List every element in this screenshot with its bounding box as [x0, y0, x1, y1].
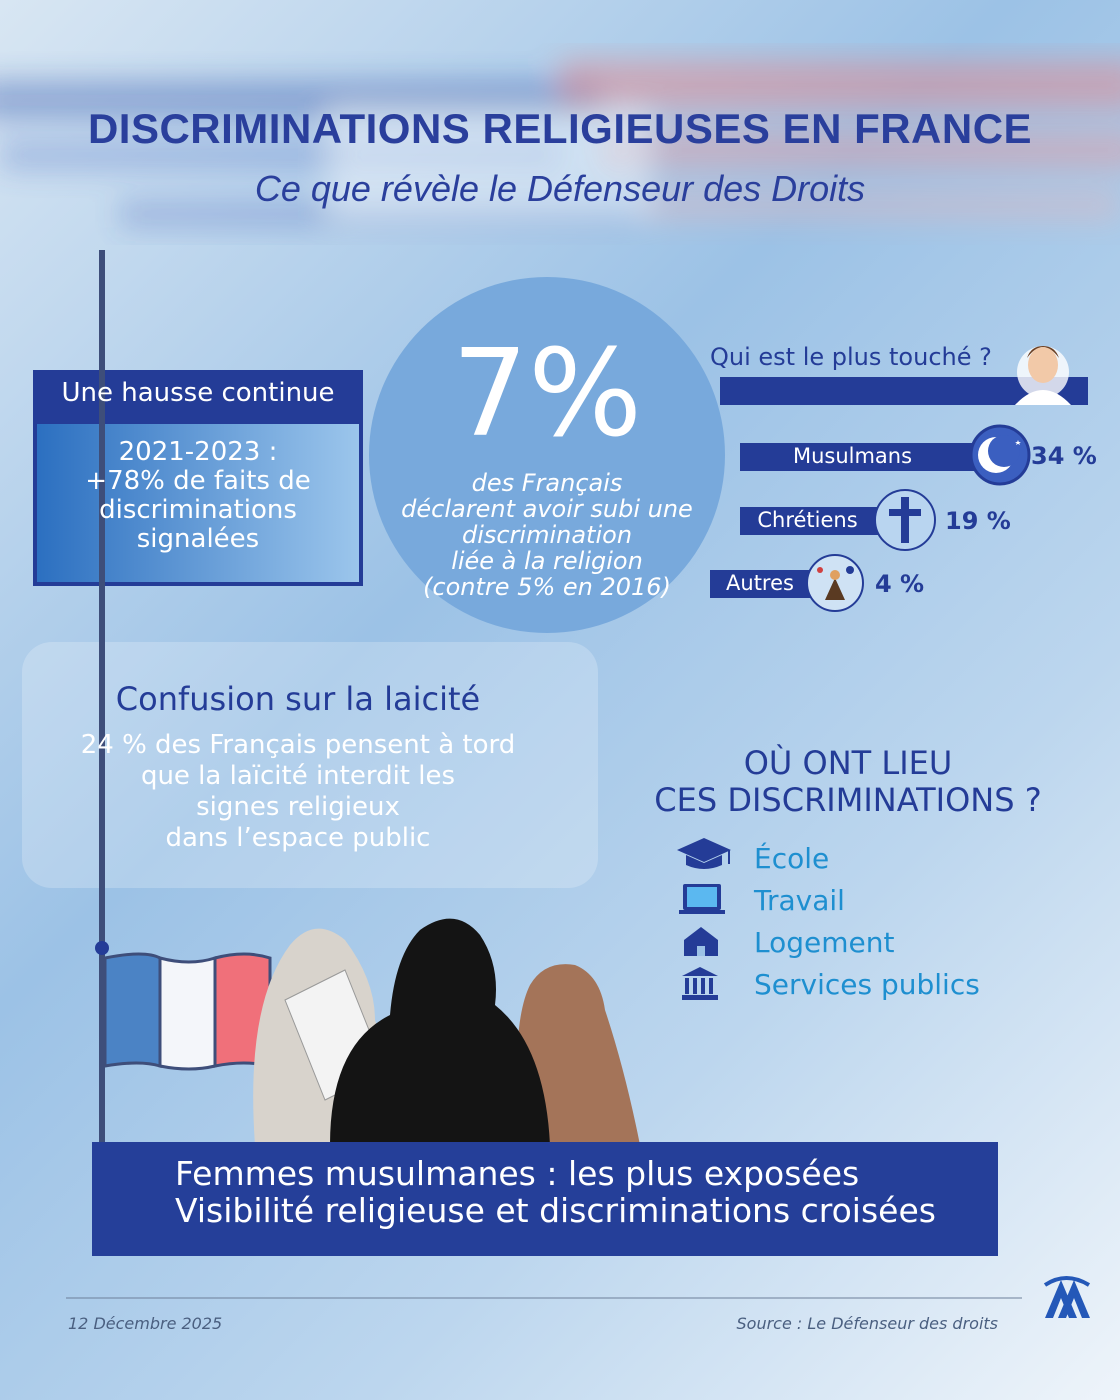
laicite-title: Confusion sur la laicité — [115, 680, 481, 718]
title: DISCRIMINATIONS RELIGIEUSES EN FRANCE — [87, 105, 1033, 152]
date: 12 Décembre 2025 — [68, 1314, 223, 1333]
hausse-title: Une hausse continue — [61, 378, 335, 408]
place-item: Logement — [754, 926, 895, 959]
text-line: liée à la religion — [451, 547, 643, 575]
place-item: Services publics — [754, 968, 980, 1001]
text-line: dans l’espace public — [165, 823, 431, 853]
touche-title: Qui est le plus touché ? — [710, 343, 992, 371]
flag — [95, 250, 272, 1150]
laicite-text: 24 % des Français pensent à tord que la l… — [22, 730, 574, 854]
banner-text: Femmes musulmanes : les plus exposées Vis… — [175, 1155, 995, 1229]
text-line: +78% de faits de — [85, 466, 311, 496]
place-item: École — [754, 842, 830, 875]
text-line: que la laïcité interdit les — [140, 761, 456, 791]
christian-icon — [874, 489, 936, 551]
other-icon — [806, 554, 864, 612]
text-line: 24 % des Français pensent à tord — [80, 730, 516, 760]
hausse-title-bar — [33, 370, 363, 422]
banner — [92, 1142, 998, 1256]
text-line: des Français — [471, 469, 623, 497]
text-line: signes religieux — [196, 792, 400, 822]
place-item: Travail — [754, 884, 845, 917]
laicite-box — [22, 642, 598, 888]
title-line: OÙ ONT LIEU — [743, 744, 953, 782]
subtitle: Ce que révèle le Défenseur des Droits — [254, 168, 866, 209]
text-line: (contre 5% en 2016) — [423, 573, 671, 601]
person-icon — [1015, 346, 1071, 405]
lieux-title: OÙ ONT LIEU CES DISCRIMINATIONS ? — [600, 745, 1096, 819]
group-label: Musulmans — [792, 444, 913, 468]
big-stat: 7% — [451, 325, 643, 464]
place-icons — [677, 838, 731, 1000]
text-line: discriminations — [99, 495, 297, 525]
text-line: signalées — [136, 524, 260, 554]
text-line: 2021-2023 : — [118, 437, 278, 467]
group-label: Chrétiens — [757, 508, 858, 532]
source: Source : Le Défenseur des droits — [736, 1314, 998, 1333]
photo-women — [253, 918, 640, 1145]
stat-circle — [369, 277, 725, 633]
hausse-box — [33, 420, 363, 586]
group-label: Autres — [726, 571, 794, 595]
banner-line: Femmes musulmanes : les plus exposées — [175, 1154, 860, 1193]
bar — [710, 570, 825, 598]
text-line: discrimination — [461, 521, 633, 549]
muslim-icon — [969, 424, 1031, 486]
text-line: déclarent avoir subi une — [401, 495, 693, 523]
banner-line: Visibilité religieuse et discriminations… — [175, 1191, 936, 1230]
aa-logo — [1043, 1276, 1091, 1318]
stat-text: des Français déclarent avoir subi une disc… — [370, 470, 724, 600]
group-value: 19 % — [945, 507, 1011, 535]
brush-strokes — [0, 60, 1120, 228]
group-value: 34 % — [1031, 442, 1097, 470]
hausse-text: 2021-2023 : +78% de faits de discriminatio… — [35, 438, 361, 554]
title-line: CES DISCRIMINATIONS ? — [654, 781, 1042, 819]
group-value: 4 % — [875, 570, 925, 598]
bar — [740, 507, 895, 535]
bar — [740, 443, 985, 471]
lieux-list: École Travail Logement Services publics — [754, 838, 980, 1006]
